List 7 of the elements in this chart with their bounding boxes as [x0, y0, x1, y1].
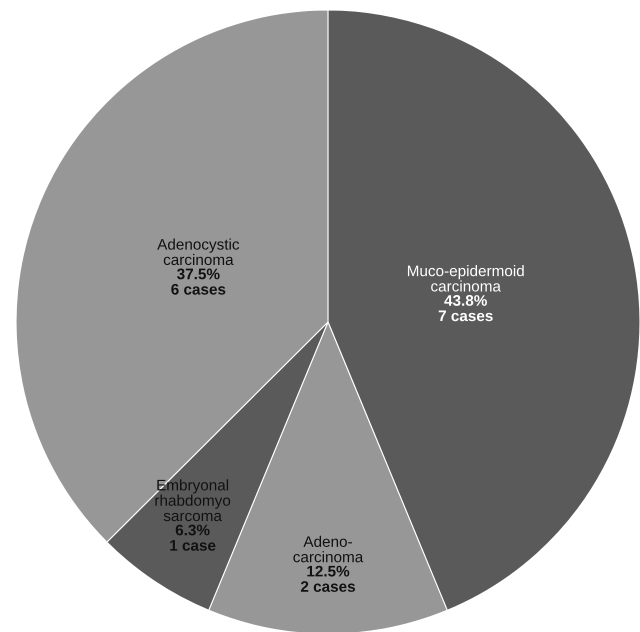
data-label: 37.5% 6 cases	[171, 268, 226, 295]
data-label: 43.8% 7 cases	[438, 295, 493, 322]
slice-label: Adenocystic carcinoma	[157, 238, 240, 266]
slice-label: Adeno- carcinoma	[293, 536, 364, 562]
slice-label: Muco-epidermoid carcinoma	[408, 265, 524, 292]
data-label: 12.5% 2 cases	[300, 566, 355, 592]
data-label: 6.3% 1 case	[170, 524, 216, 551]
